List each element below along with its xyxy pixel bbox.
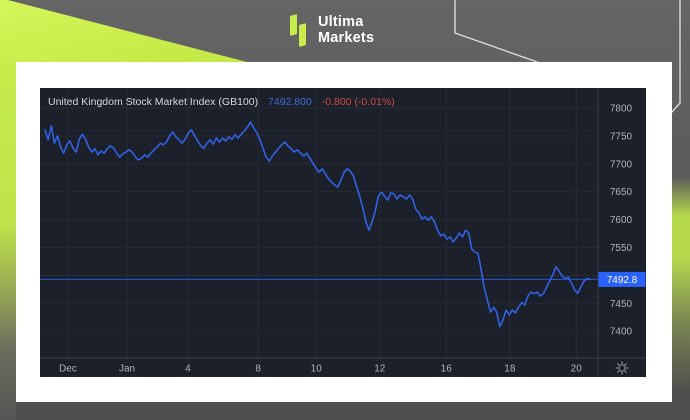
time-tick-label: 8 (255, 364, 261, 375)
time-axis[interactable]: Dec Jan 4 8 10 12 16 18 20 (59, 364, 582, 375)
gear-tooth (616, 362, 620, 366)
chart-panel[interactable]: 780077507700765076007550750074507400 Dec… (40, 88, 646, 377)
lime-right-strip (672, 62, 690, 420)
price-tick-label: 7600 (610, 215, 633, 226)
price-tick-label: 7800 (610, 104, 633, 115)
price-tick-label: 7750 (610, 131, 633, 142)
chart-background (40, 88, 646, 377)
gear-tooth (616, 370, 620, 374)
chart-change: -0.800 (-0.01%) (322, 96, 395, 108)
price-tick-label: 7550 (610, 243, 633, 254)
gear-ring (618, 364, 626, 372)
time-tick-label: 10 (311, 364, 323, 375)
time-tick-label: 4 (185, 364, 191, 375)
price-tick-label: 7400 (610, 327, 633, 338)
brand-name-line2: Markets (318, 30, 375, 46)
time-tick-label: Jan (119, 364, 135, 375)
time-tick-label: 20 (571, 364, 583, 375)
price-series-line (44, 121, 592, 328)
lime-left-strip (0, 62, 16, 420)
gear-tooth (624, 362, 628, 366)
chart-card: 780077507700765076007550750074507400 Dec… (16, 62, 672, 402)
price-tick-label: 7450 (610, 299, 633, 310)
chart-legend: United Kingdom Stock Market Index (GB100… (48, 96, 395, 108)
price-tick-label: 7700 (610, 159, 633, 170)
settings-gear-icon[interactable] (615, 361, 629, 375)
logo-bar-right (299, 23, 306, 47)
brand-name-line1: Ultima (318, 14, 364, 30)
chart-title: United Kingdom Stock Market Index (GB100… (48, 96, 258, 108)
chart-grid (40, 88, 598, 358)
price-chart[interactable]: 780077507700765076007550750074507400 Dec… (40, 88, 646, 377)
brand-logo-icon (289, 11, 309, 51)
brand-logo: Ultima Markets (289, 11, 374, 51)
time-tick-label: 16 (441, 364, 453, 375)
price-axis[interactable]: 780077507700765076007550750074507400 (610, 104, 633, 338)
logo-bar-left (290, 14, 297, 36)
price-tick-label: 7650 (610, 187, 633, 198)
time-tick-label: 18 (504, 364, 516, 375)
price-badge-value: 7492.8 (607, 275, 638, 286)
hexagon-outline-top (454, 0, 541, 64)
gear-tooth (624, 370, 628, 374)
lime-triangle (0, 0, 247, 62)
current-price-badge: 7492.8 (598, 271, 646, 287)
brand-name: Ultima Markets (318, 11, 374, 46)
time-tick-label: Dec (59, 364, 77, 375)
time-tick-label: 12 (374, 364, 386, 375)
hexagon-outline-right (670, 0, 681, 114)
price-badge-background (598, 271, 646, 287)
chart-last-price: 7492.800 (268, 96, 312, 108)
